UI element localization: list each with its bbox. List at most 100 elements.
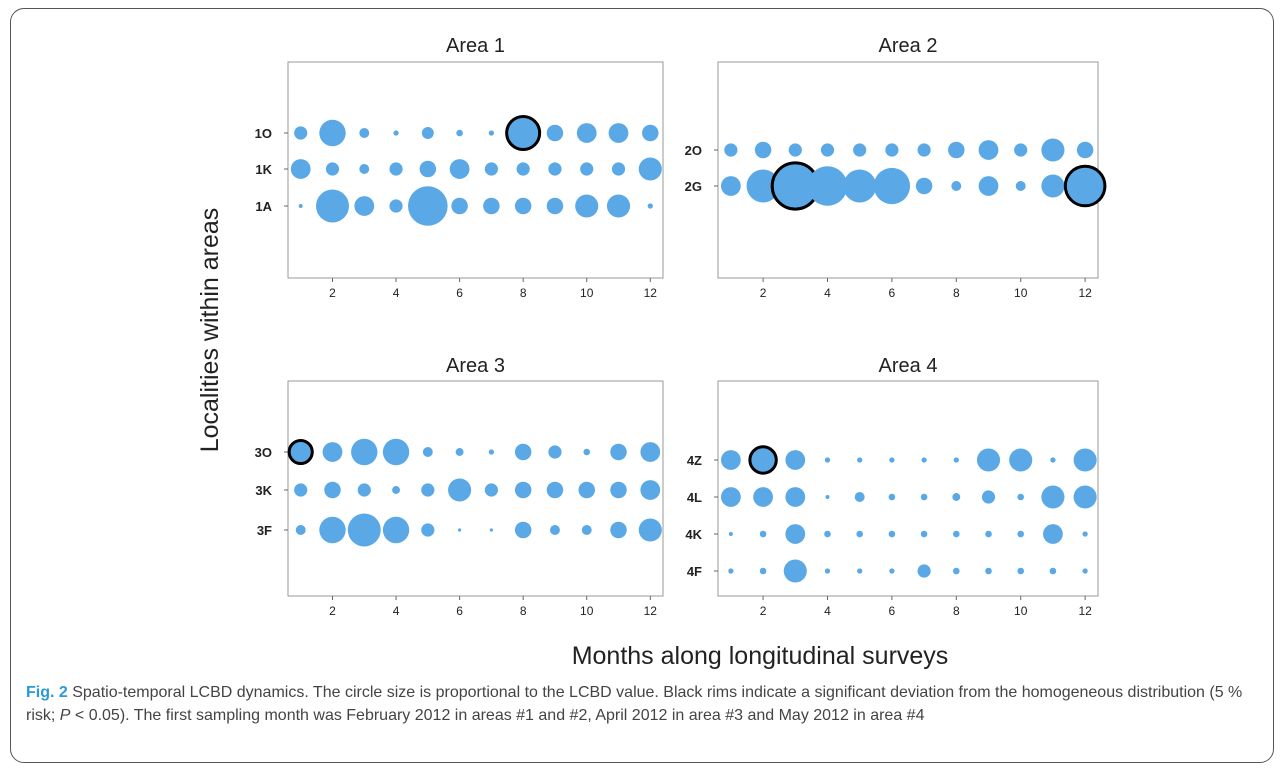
x-tick-label: 2 — [329, 604, 336, 618]
x-tick-label: 12 — [644, 286, 658, 300]
bubble — [608, 123, 629, 143]
panel-title: Area 1 — [446, 35, 505, 57]
bubble — [1017, 493, 1025, 501]
bubble — [421, 127, 434, 139]
panel-area-2: Area 2 2 4 6 8 10 12 2O 2G — [685, 35, 1107, 300]
bubble — [422, 447, 433, 457]
bubble — [953, 530, 960, 538]
x-tick-label: 8 — [520, 604, 527, 618]
bubble — [456, 129, 463, 137]
panel-frame — [717, 61, 1099, 279]
bubble — [489, 528, 493, 532]
bubble — [824, 457, 831, 463]
x-tick-label: 12 — [1078, 286, 1092, 300]
bubble — [873, 167, 911, 205]
panel-frame — [717, 380, 1099, 597]
bubble — [1049, 567, 1057, 575]
bubble — [1082, 568, 1088, 574]
row-label: 3K — [255, 483, 272, 498]
bubble — [857, 568, 863, 574]
row-label: 2G — [685, 179, 702, 194]
bubble — [583, 448, 591, 456]
x-tick-label: 8 — [953, 604, 960, 618]
bubble — [382, 438, 410, 466]
bubble — [948, 141, 965, 159]
bubble — [354, 196, 375, 216]
bubble — [294, 126, 308, 140]
bubble — [783, 559, 807, 583]
x-axis-title: Months along longitudinal surveys — [572, 642, 949, 670]
x-tick-label: 6 — [456, 286, 463, 300]
bubble — [448, 478, 472, 502]
x-tick-label: 10 — [1014, 604, 1028, 618]
row-label: 4L — [687, 490, 702, 505]
bubble-significant — [748, 445, 778, 475]
bubble — [408, 186, 448, 226]
row-label: 1A — [255, 199, 272, 214]
bubble — [915, 177, 933, 195]
bubble — [514, 443, 532, 461]
bubble — [1009, 448, 1033, 472]
row-label: 4F — [687, 564, 702, 579]
bubble — [920, 493, 928, 501]
bubble — [976, 448, 1001, 472]
x-tick-label: 12 — [644, 604, 658, 618]
figure-frame — [10, 8, 1274, 763]
x-tick-label: 10 — [580, 286, 594, 300]
bubble — [720, 176, 741, 196]
panel-area-3: Area 3 2 4 6 8 10 12 3O 3K 3F — [255, 355, 664, 618]
bubble — [856, 530, 863, 538]
bubble — [746, 169, 780, 203]
bubble — [359, 164, 370, 174]
bubble — [753, 487, 773, 507]
bubble — [1041, 138, 1065, 162]
bubble — [1043, 524, 1063, 544]
panel-title: Area 2 — [879, 35, 938, 57]
bubble — [1014, 143, 1028, 157]
x-tick-label: 10 — [1014, 286, 1028, 300]
bubble — [382, 516, 410, 544]
bubble-significant — [505, 115, 542, 151]
bubble — [638, 518, 662, 542]
bubble — [889, 568, 895, 574]
bubble — [294, 483, 308, 497]
bubble — [888, 530, 896, 538]
bubble — [820, 143, 835, 157]
bubble — [576, 123, 597, 143]
bubble — [921, 457, 927, 463]
panel-title: Area 3 — [446, 355, 505, 377]
bubble — [516, 162, 530, 176]
x-tick-label: 12 — [1078, 604, 1092, 618]
bubble-significant — [287, 438, 314, 466]
bubble — [759, 530, 767, 538]
bubble — [978, 176, 999, 196]
bubble — [319, 119, 346, 147]
bubble — [347, 513, 381, 547]
bubble — [514, 521, 532, 539]
bubble — [457, 528, 462, 532]
bubble — [546, 124, 564, 142]
bubble — [451, 197, 468, 215]
bubble — [1041, 174, 1065, 198]
x-tick-label: 6 — [889, 286, 896, 300]
bubble — [359, 128, 370, 138]
bubble — [888, 493, 896, 501]
bubble — [857, 457, 863, 463]
bubble — [484, 162, 498, 176]
panel-frame — [287, 61, 664, 279]
bubble — [953, 567, 960, 575]
caption-fig-label: Fig. 2 — [26, 684, 68, 701]
row-label: 2O — [685, 143, 702, 158]
row-label: 3O — [255, 445, 272, 460]
bubble — [419, 160, 437, 178]
bubble — [315, 189, 349, 223]
x-tick-label: 4 — [393, 286, 400, 300]
bubble — [978, 140, 999, 160]
bubble — [951, 181, 962, 191]
bubble — [638, 157, 662, 181]
bubble — [322, 442, 343, 462]
row-label: 4Z — [687, 453, 702, 468]
caption-text-after: < 0.05). The first sampling month was Fe… — [70, 707, 925, 724]
